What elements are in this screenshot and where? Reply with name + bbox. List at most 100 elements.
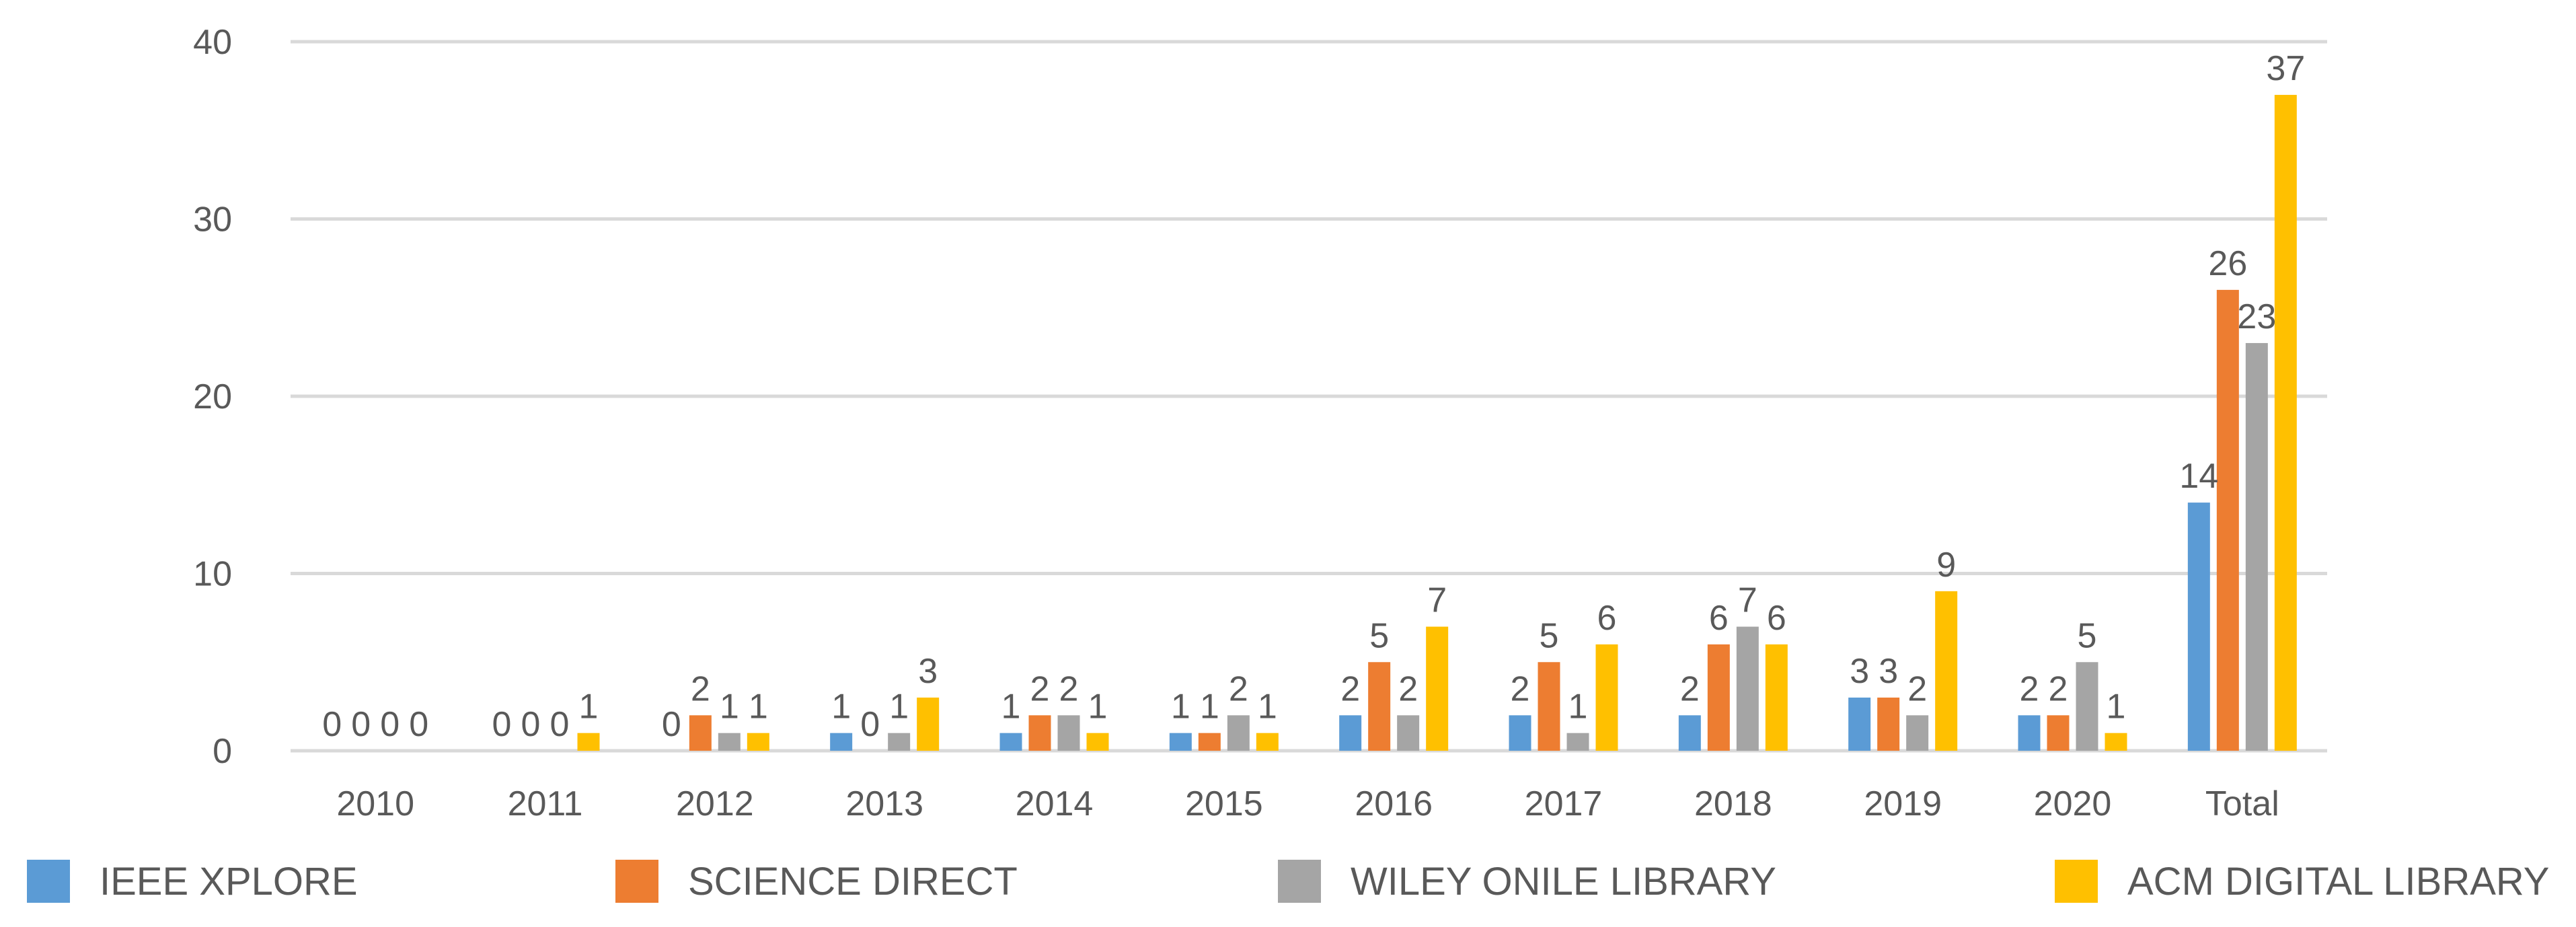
bar (1566, 733, 1589, 751)
x-tick-label: 2017 (1525, 784, 1603, 823)
data-label: 2 (1398, 669, 1418, 708)
data-label: 0 (662, 705, 681, 744)
x-tick-label: 2010 (336, 784, 414, 823)
bar (1595, 644, 1618, 751)
data-label: 2 (1680, 669, 1700, 708)
x-tick-label: 2018 (1694, 784, 1772, 823)
bar (1538, 662, 1560, 751)
bar (2187, 503, 2210, 751)
y-tick-label: 20 (193, 377, 232, 416)
data-label: 3 (918, 652, 938, 691)
data-label: 23 (2237, 297, 2276, 336)
x-tick-label: 2011 (508, 784, 583, 823)
x-tick-label: 2019 (1864, 784, 1942, 823)
data-label: 1 (2107, 688, 2126, 727)
data-label: 3 (1850, 652, 1869, 691)
data-label: 6 (1709, 599, 1729, 638)
bar (830, 733, 853, 751)
data-label: 1 (1200, 688, 1219, 727)
data-label: 0 (860, 705, 880, 744)
data-label: 14 (2179, 457, 2218, 496)
data-label: 2 (1907, 669, 1927, 708)
bar (1057, 715, 1080, 751)
data-label: 1 (1001, 688, 1021, 727)
gridlines (291, 40, 2327, 753)
bar (2105, 733, 2127, 751)
bar (2018, 715, 2041, 751)
data-label: 26 (2208, 244, 2247, 283)
data-label: 9 (1936, 546, 1956, 585)
data-label: 2 (2020, 669, 2039, 708)
x-tick-label: 2016 (1355, 784, 1433, 823)
bar (2216, 289, 2239, 751)
bar (1678, 715, 1701, 751)
bar (2047, 715, 2070, 751)
data-label: 2 (1030, 669, 1050, 708)
bar (2076, 662, 2098, 751)
x-tick-label: Total (2205, 784, 2279, 823)
legend-swatch (2055, 860, 2098, 903)
data-label: 5 (1540, 616, 1559, 655)
data-label: 2 (1059, 669, 1079, 708)
bar (1256, 733, 1279, 751)
bar (1227, 715, 1250, 751)
legend-swatch (1278, 860, 1321, 903)
data-label: 1 (1258, 688, 1277, 727)
legend-label: SCIENCE DIRECT (688, 860, 1018, 903)
data-label: 5 (1369, 616, 1389, 655)
data-label: 5 (2078, 616, 2097, 655)
data-label: 2 (691, 669, 710, 708)
y-axis: 0 10 20 30 40 (193, 23, 232, 771)
bar (1426, 626, 1449, 751)
y-tick-label: 10 (193, 555, 232, 594)
bar (2245, 342, 2268, 751)
x-tick-label: 2014 (1016, 784, 1094, 823)
bar (1848, 697, 1871, 751)
bars (577, 95, 2297, 751)
bar (718, 733, 741, 751)
data-label: 1 (1568, 688, 1588, 727)
data-label: 0 (322, 705, 342, 744)
bar (1877, 697, 1900, 751)
bar (1198, 733, 1221, 751)
data-label: 0 (521, 705, 541, 744)
data-label: 1 (1088, 688, 1108, 727)
x-tick-label: 2013 (845, 784, 923, 823)
data-label: 3 (1879, 652, 1898, 691)
bar (1169, 733, 1192, 751)
x-tick-label: 2015 (1185, 784, 1263, 823)
bar (1736, 626, 1759, 751)
data-label: 0 (351, 705, 371, 744)
y-tick-label: 40 (193, 23, 232, 62)
data-label: 1 (579, 688, 599, 727)
bar (1509, 715, 1531, 751)
bar (1765, 644, 1788, 751)
legend-label: ACM DIGITAL LIBRARY (2127, 860, 2549, 903)
data-label: 7 (1427, 581, 1447, 620)
data-label: 0 (380, 705, 400, 744)
y-tick-label: 30 (193, 200, 232, 239)
bar (1086, 733, 1109, 751)
data-label: 0 (492, 705, 512, 744)
data-label: 2 (1511, 669, 1530, 708)
bar (917, 697, 940, 751)
data-label: 0 (550, 705, 570, 744)
bar (747, 733, 769, 751)
legend-label: WILEY ONILE LIBRARY (1351, 860, 1776, 903)
bar (577, 733, 600, 751)
data-label: 1 (889, 688, 909, 727)
data-label: 7 (1738, 581, 1757, 620)
bar (1397, 715, 1420, 751)
x-tick-label: 2012 (676, 784, 754, 823)
bar (999, 733, 1022, 751)
y-tick-label: 0 (213, 732, 232, 771)
bar (888, 733, 911, 751)
legend: IEEE XPLORE SCIENCE DIRECT WILEY ONILE LIB… (27, 860, 2549, 903)
data-label: 2 (2049, 669, 2068, 708)
bar (1028, 715, 1051, 751)
data-label: 1 (1171, 688, 1190, 727)
x-tick-label: 2020 (2034, 784, 2112, 823)
data-label: 1 (749, 688, 768, 727)
bar (1339, 715, 1362, 751)
